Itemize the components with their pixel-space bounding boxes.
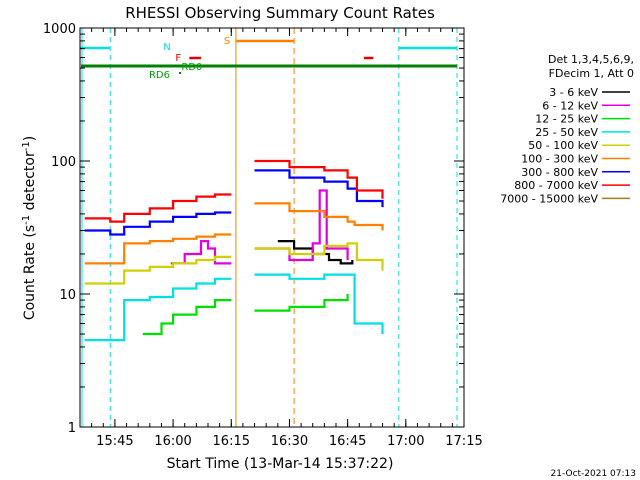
- legend-entry-label: 25 - 50 keV: [535, 126, 598, 139]
- legend-entry-label: 100 - 300 keV: [521, 153, 598, 166]
- x-tick-label: 17:00: [387, 434, 424, 449]
- y-axis-label-sup1: -1: [21, 215, 32, 225]
- legend-entry-label: 7000 - 15000 keV: [500, 192, 598, 205]
- series-line-4: [84, 242, 384, 285]
- series-line-7: [84, 159, 384, 223]
- legend-entry-label: 300 - 800 keV: [521, 166, 598, 179]
- x-tick-label: 17:15: [445, 434, 482, 449]
- series-line-5: [84, 202, 384, 265]
- x-tick-label: 15:45: [96, 434, 133, 449]
- legend-entry-label: 800 - 7000 keV: [514, 179, 598, 192]
- x-tick-label: 16:45: [329, 434, 366, 449]
- flag-label-n: N: [163, 42, 170, 53]
- legend-entry-label: 50 - 100 keV: [528, 139, 598, 152]
- flag-label-s: S: [224, 36, 230, 47]
- flag-label-f: F: [175, 53, 181, 64]
- legend-entry-label: 3 - 6 keV: [549, 86, 598, 99]
- legend-entry-label: 6 - 12 keV: [542, 99, 598, 112]
- legend-header-line: Det 1,3,4,5,6,9,: [548, 53, 634, 66]
- y-axis-label-sup2: -1: [21, 141, 32, 151]
- series-line-0: [277, 240, 354, 265]
- legend-header-line: FDecim 1, Att 0: [549, 67, 634, 80]
- legend: Det 1,3,4,5,6,9,FDecim 1, Att 0 3 - 6 keV…: [500, 53, 634, 205]
- legend-entry-label: 12 - 25 keV: [535, 113, 598, 126]
- x-tick-label: 16:15: [213, 434, 250, 449]
- chart-title: RHESSI Observing Summary Count Rates: [125, 4, 435, 22]
- y-tick-label: 10: [59, 288, 76, 303]
- flag-label-rd0: RD0: [181, 62, 202, 73]
- series-line-3: [84, 273, 384, 342]
- flag-label-rd6: RD6: [149, 70, 170, 81]
- plot-frame: [79, 27, 465, 428]
- y-tick-label: 1000: [43, 22, 76, 37]
- x-axis-ticks: 15:45 16:00 16:15 16:30 16:45 17:00 17:15: [91, 28, 483, 449]
- y-axis-ticks: 1 10 100 1000: [43, 22, 464, 436]
- series-line-6: [84, 169, 384, 236]
- y-axis-label: Count Rate (s-1 detector-1): [21, 136, 38, 320]
- rd6-marker: [178, 72, 181, 74]
- footer-timestamp: 21-Oct-2021 07:13: [551, 469, 636, 479]
- y-tick-label: 1: [68, 421, 76, 436]
- x-tick-label: 16:00: [154, 434, 191, 449]
- x-axis-label: Start Time (13-Mar-14 15:37:22): [167, 456, 394, 472]
- y-tick-label: 100: [51, 155, 76, 170]
- x-tick-label: 16:30: [271, 434, 308, 449]
- series-line-2: [142, 294, 349, 336]
